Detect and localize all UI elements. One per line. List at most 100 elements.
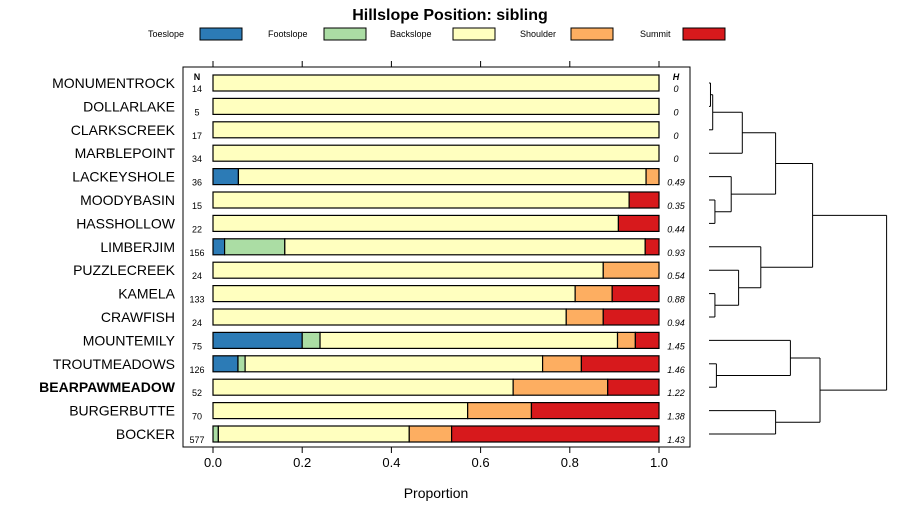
bar-segment-toeslope (212, 238, 226, 256)
plot-frame (182, 66, 691, 448)
row-h-value: 1.43 (667, 435, 685, 445)
legend: Toeslope Footslope Backslope Shoulder Summit (148, 27, 726, 41)
bar-segment-backslope (212, 378, 514, 396)
bar-row (212, 144, 660, 162)
legend-swatch-shoulder (570, 27, 614, 41)
row-n-value: 156 (189, 248, 204, 258)
row-h-value: 0 (673, 84, 678, 94)
bar-row (212, 74, 660, 92)
bar-segment-backslope (212, 121, 660, 139)
bar-row (212, 121, 660, 139)
bar-segment-backslope (237, 168, 647, 186)
bar-segment-backslope (217, 425, 410, 443)
bar-row (212, 261, 660, 279)
row-label: MOODYBASIN (80, 192, 175, 208)
row-h-value: 1.38 (667, 412, 685, 422)
bar-segment-backslope (284, 238, 646, 256)
bar-row (212, 308, 660, 326)
row-label: MARBLEPOINT (75, 145, 176, 161)
bar-segment-toeslope (212, 355, 239, 373)
bar-segment-summit (602, 308, 660, 326)
bar-segment-backslope (212, 402, 469, 420)
row-n-value: 15 (192, 201, 202, 211)
row-n-value: 75 (192, 341, 202, 351)
x-tick-label: 1.0 (650, 455, 668, 470)
legend-swatch-footslope (323, 27, 367, 41)
bar-segment-backslope (212, 285, 576, 303)
bar-segment-summit (644, 238, 660, 256)
bar-segment-shoulder (645, 168, 660, 186)
bar-segment-backslope (319, 331, 619, 349)
bar-segment-summit (628, 191, 660, 209)
n-values: N 14 5 17 34 36 15 22 156 24 133 24 75 126 52 70 577 (189, 72, 204, 445)
bar-segment-shoulder (541, 355, 582, 373)
bar-row (212, 402, 660, 420)
legend-swatch-backslope (452, 27, 496, 41)
bar-segment-summit (607, 378, 660, 396)
row-label: BEARPAWMEADOW (39, 379, 176, 395)
row-label: KAMELA (118, 286, 175, 302)
x-tick-label: 0.8 (561, 455, 579, 470)
row-label: BOCKER (116, 426, 175, 442)
bar-segment-summit (451, 425, 660, 443)
bar-row (212, 97, 660, 116)
row-h-value: 0.93 (667, 248, 685, 258)
row-h-value: 0.35 (667, 201, 686, 211)
row-n-value: 17 (192, 131, 202, 141)
row-label: PUZZLECREEK (73, 262, 176, 278)
legend-swatch-toeslope (199, 27, 243, 41)
bar-row (212, 331, 660, 349)
row-h-value: 1.46 (667, 365, 685, 375)
row-h-value: 0.94 (667, 318, 685, 328)
row-n-value: 5 (194, 107, 199, 117)
row-h-value: 0.44 (667, 224, 685, 234)
x-tick-label: 0.0 (204, 455, 222, 470)
x-axis-label: Proportion (404, 485, 469, 501)
row-label: TROUTMEADOWS (53, 356, 175, 372)
bar-segment-toeslope (212, 331, 303, 349)
row-label: MOUNTEMILY (83, 332, 176, 348)
bar-segment-summit (580, 355, 660, 373)
bar-segment-shoulder (602, 261, 660, 279)
legend-label-toeslope: Toeslope (148, 29, 184, 39)
row-n-value: 126 (189, 365, 204, 375)
bar-row (212, 168, 660, 186)
bar-segment-footslope (212, 425, 219, 443)
bar-segment-backslope (244, 355, 544, 373)
bar-segment-shoulder (574, 285, 613, 303)
bar-segment-shoulder (512, 378, 609, 396)
row-n-value: 70 (192, 412, 202, 422)
row-n-value: 133 (189, 295, 204, 305)
legend-swatch-summit (682, 27, 726, 41)
row-label: DOLLARLAKE (83, 98, 175, 114)
bar-segment-shoulder (616, 331, 636, 349)
h-values: H 0 0 0 0 0.49 0.35 0.44 0.93 0.54 0.88 0.94 1.45 1.… (667, 72, 686, 445)
bar-segment-backslope (212, 191, 630, 209)
row-n-value: 24 (192, 318, 202, 328)
row-h-value: 0.88 (667, 295, 685, 305)
x-tick-label: 0.6 (472, 455, 490, 470)
row-n-value: 22 (192, 224, 202, 234)
row-h-value: 1.22 (667, 388, 685, 398)
dendrogram (709, 82, 888, 435)
bar-segment-backslope (212, 214, 620, 232)
row-n-value: 577 (189, 435, 204, 445)
bar-segment-summit (611, 285, 660, 303)
bar-segment-summit (617, 214, 660, 232)
row-n-value: 14 (192, 84, 202, 94)
bar-segment-shoulder (467, 402, 533, 420)
row-h-value: 0 (673, 131, 678, 141)
bars (212, 74, 660, 443)
bar-row (212, 355, 660, 373)
bar-row (212, 425, 660, 443)
x-tick-label: 0.2 (293, 455, 311, 470)
row-h-value: 0 (673, 154, 678, 164)
row-label: CLARKSCREEK (71, 122, 176, 138)
bar-segment-footslope (223, 238, 286, 256)
bar-row (212, 238, 660, 256)
bar-segment-summit (530, 402, 660, 420)
bar-segment-backslope (212, 74, 660, 92)
h-header: H (673, 72, 680, 82)
row-n-value: 36 (192, 178, 202, 188)
x-tick-label: 0.4 (382, 455, 400, 470)
